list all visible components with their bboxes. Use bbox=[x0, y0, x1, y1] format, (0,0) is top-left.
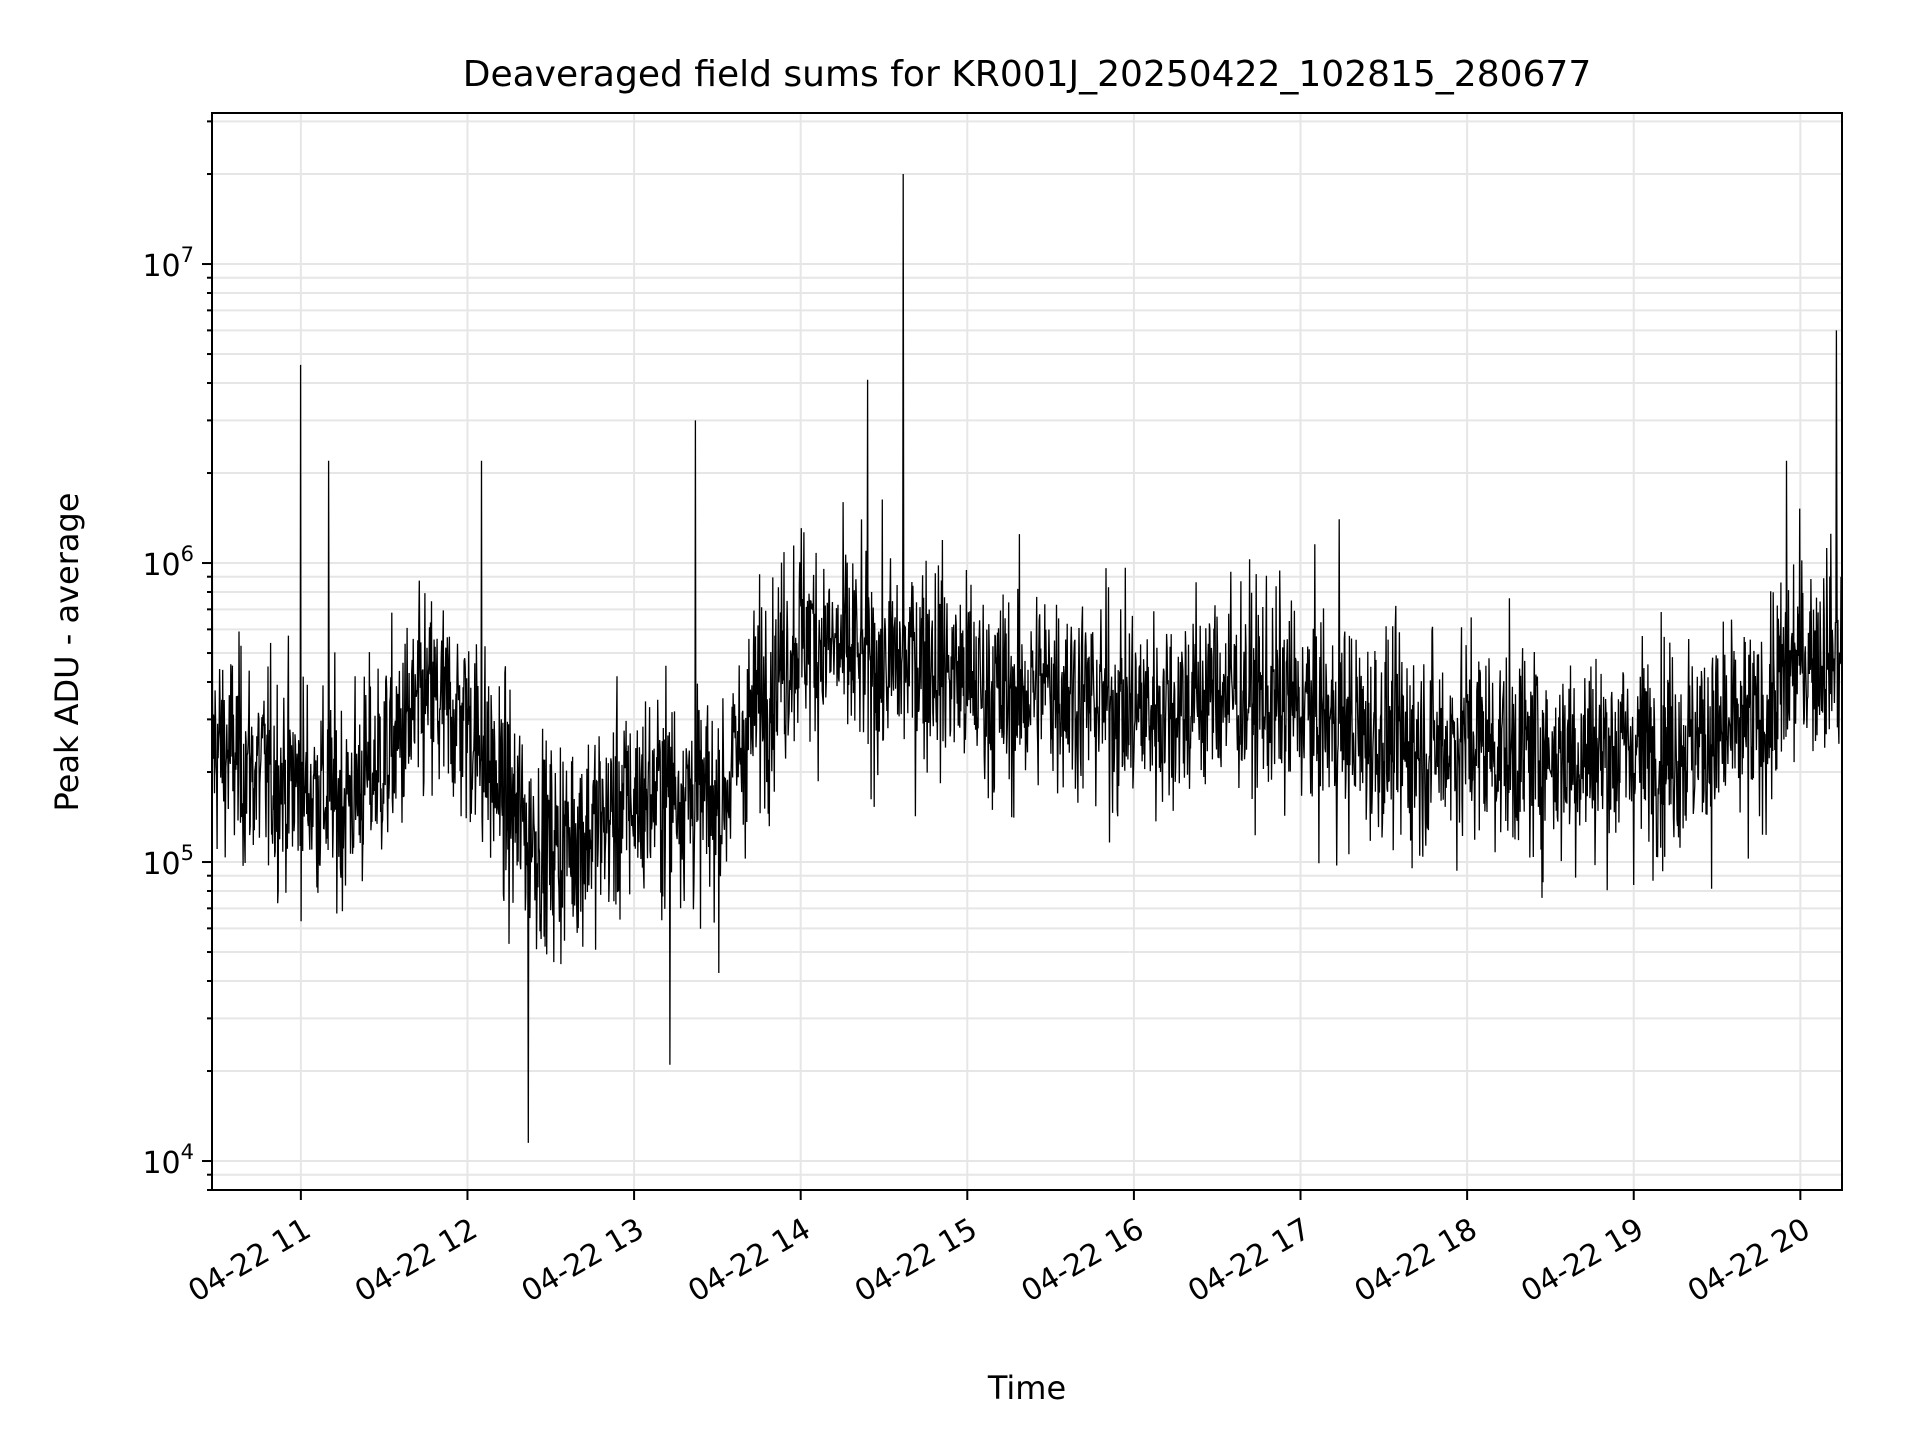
y-tick-label: 104 bbox=[142, 1140, 194, 1181]
x-tick-label: 04-22 15 bbox=[849, 1212, 983, 1310]
series-layer bbox=[211, 155, 1843, 1143]
y-tick-label: 105 bbox=[142, 841, 194, 882]
x-tick-label: 04-22 16 bbox=[1016, 1212, 1150, 1310]
x-tick-label: 04-22 12 bbox=[349, 1212, 483, 1310]
x-tick-label: 04-22 19 bbox=[1515, 1212, 1649, 1310]
series-line bbox=[211, 155, 1843, 1143]
grid-layer bbox=[212, 113, 1842, 1191]
x-tick-label: 04-22 17 bbox=[1182, 1212, 1316, 1310]
y-axis-label: Peak ADU - average bbox=[48, 493, 86, 812]
y-tick-label: 107 bbox=[142, 243, 194, 284]
x-tick-label: 04-22 11 bbox=[183, 1212, 317, 1310]
y-tick-label: 106 bbox=[142, 542, 194, 583]
x-axis-label: Time bbox=[987, 1369, 1066, 1407]
x-tick-label: 04-22 14 bbox=[682, 1212, 816, 1310]
chart-title: Deaveraged field sums for KR001J_2025042… bbox=[463, 54, 1591, 95]
plot-frame bbox=[211, 112, 1843, 1191]
x-tick-label: 04-22 13 bbox=[516, 1212, 650, 1310]
x-tick-label: 04-22 18 bbox=[1349, 1212, 1483, 1310]
x-tick-label: 04-22 20 bbox=[1682, 1212, 1816, 1310]
